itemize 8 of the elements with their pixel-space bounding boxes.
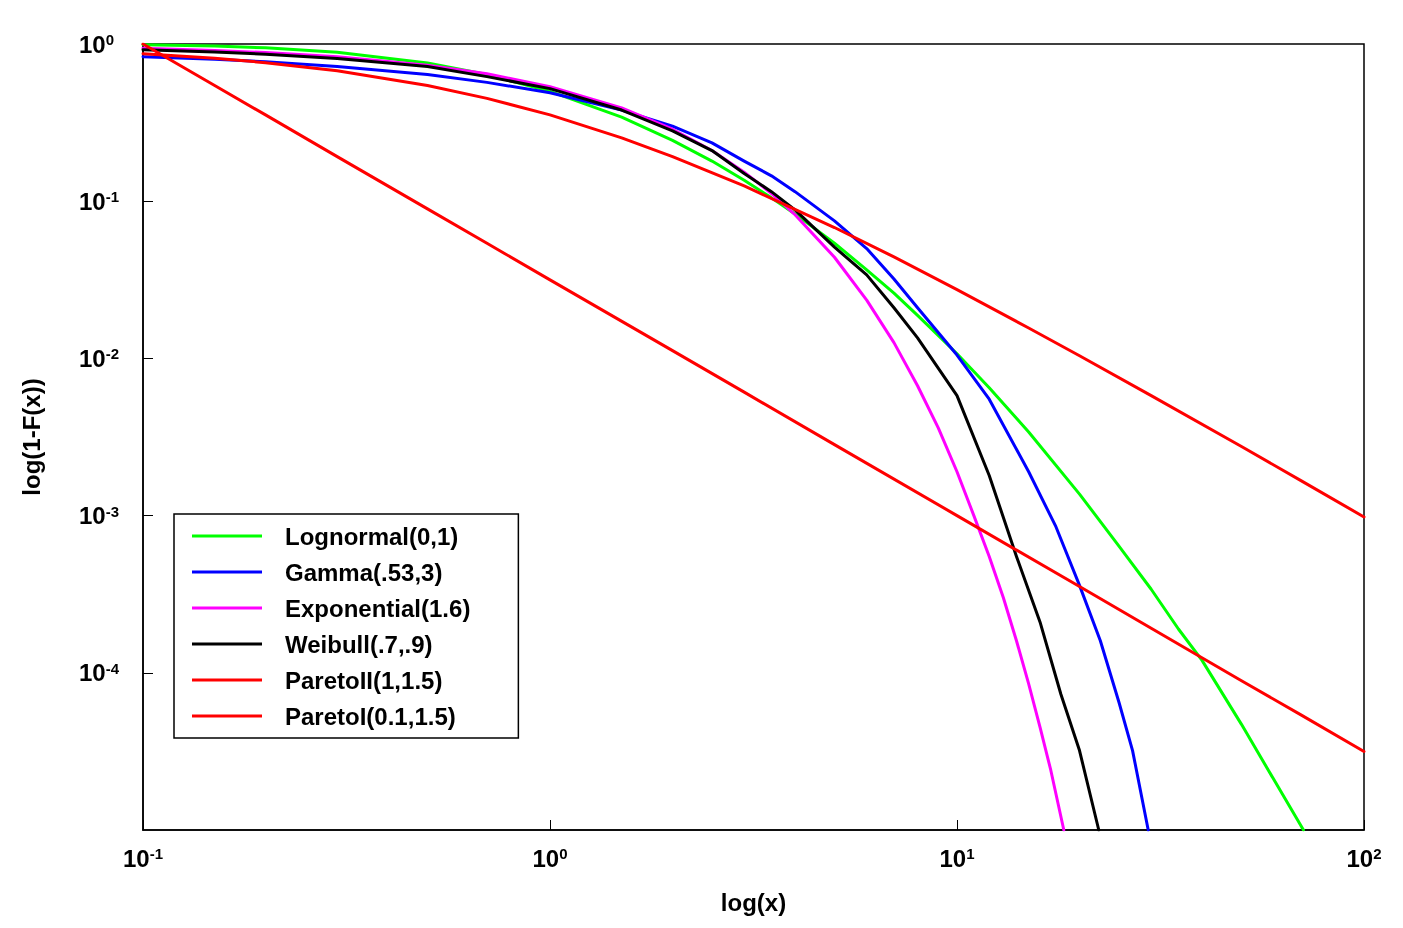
y-axis-title: log(1-F(x)) (17, 378, 45, 496)
legend-label: Exponential(1.6) (285, 594, 471, 622)
legend-label: Lognormal(0,1) (285, 522, 459, 550)
legend-label: Gamma(.53,3) (285, 558, 443, 586)
legend-label: ParetoII(1,1.5) (285, 666, 443, 694)
x-axis-title: log(x) (720, 888, 787, 916)
legend-label: ParetoI(0.1,1.5) (285, 702, 456, 730)
legend-label: Weibull(.7,.9) (285, 630, 433, 658)
